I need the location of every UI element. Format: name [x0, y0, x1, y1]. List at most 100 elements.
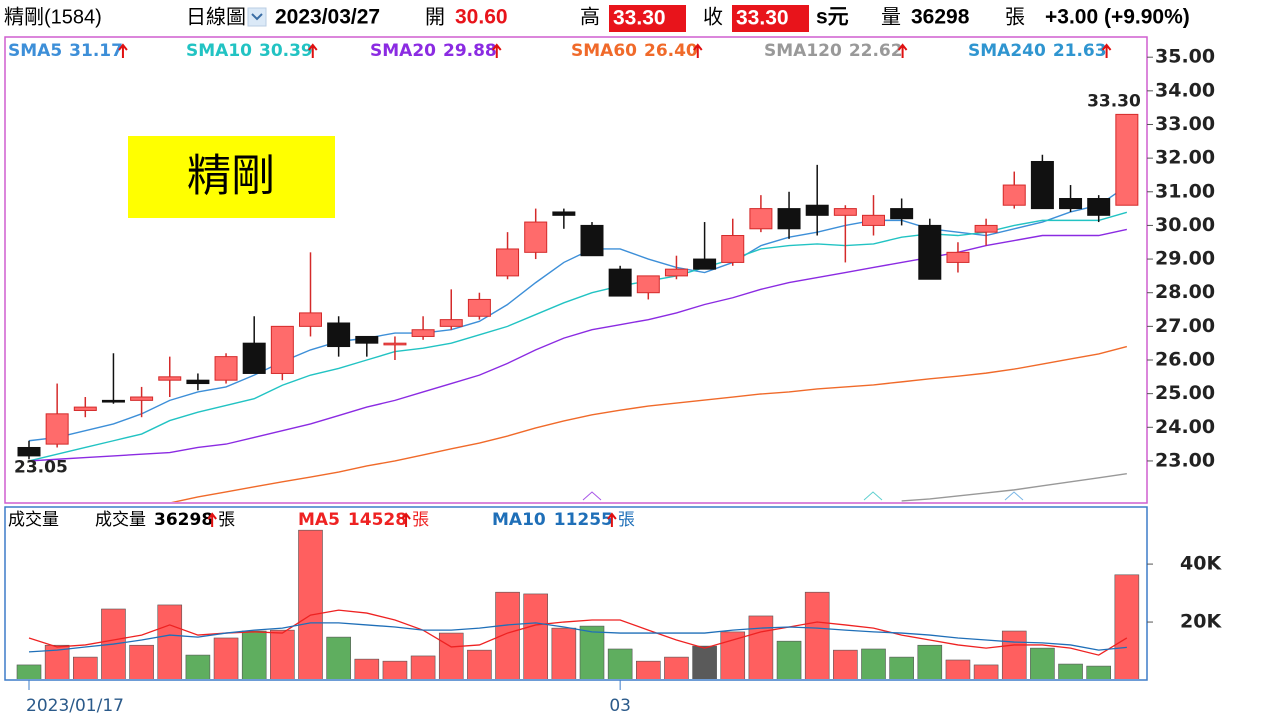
legend-value: 26.40 [644, 41, 698, 61]
volume-bar [607, 648, 633, 679]
legend-entry: SMA5 31.17 [8, 41, 123, 61]
candle-body [17, 446, 41, 457]
legend-name: MA5 [298, 510, 340, 530]
candle-body [1002, 184, 1026, 206]
candle-body [524, 221, 548, 253]
candle-body [1030, 160, 1054, 210]
candle-body [805, 204, 829, 216]
volume-bar [917, 644, 943, 679]
y-tick-label: 27.00 [1155, 315, 1215, 337]
volume-bar [720, 631, 746, 679]
y-tick-label: 34.00 [1155, 79, 1215, 101]
y-tick-label: 32.00 [1155, 147, 1215, 169]
candle-body [411, 329, 435, 337]
legend-entry: SMA120 22.62 [764, 41, 903, 61]
y-tick-label: 40K [1180, 553, 1222, 575]
volume-bar [410, 655, 436, 679]
volume-bar [664, 656, 689, 679]
candle-body [664, 268, 688, 277]
y-tick-label: 24.00 [1155, 416, 1215, 438]
ma-line [28, 185, 1128, 442]
volume-panel [4, 506, 1148, 681]
up-arrow [897, 43, 908, 58]
volume-bar [213, 637, 239, 679]
period[interactable]: 日線圖 [186, 5, 246, 28]
candle-body [73, 406, 97, 411]
candle-body [327, 322, 351, 348]
legend-unit: 張 [618, 510, 635, 530]
open-label: 開 [425, 6, 445, 28]
up-arrow [401, 512, 411, 527]
price-plot [17, 113, 1139, 502]
legend-name: SMA20 [370, 41, 436, 61]
low-label: 23.05 [14, 457, 68, 477]
volume-bar [1058, 663, 1083, 679]
y-tick-label: 23.00 [1155, 449, 1215, 471]
volume-bar [467, 649, 492, 679]
high-value: 33.30 [613, 7, 666, 30]
volume-bar [270, 629, 295, 679]
volume-bar [1030, 647, 1055, 679]
up-arrow [118, 43, 128, 58]
high-label: 33.30 [1087, 91, 1141, 111]
volume-title: 成交量 [8, 510, 59, 530]
up-arrow [207, 512, 217, 527]
candle-body [749, 208, 773, 230]
date: 2023/03/27 [275, 6, 380, 29]
y-tick-label: 31.00 [1155, 180, 1215, 202]
candle-body [299, 312, 322, 327]
up-arrow [491, 43, 502, 58]
overlay: 23.00 24.00 25.00 26.00 27.00 28.00 29.00 30.00… [8, 41, 1222, 716]
ma-line [171, 345, 1128, 502]
y-tick-label: 26.00 [1155, 349, 1215, 371]
volume-bar [551, 627, 577, 679]
legend-value: 21.63 [1053, 41, 1107, 61]
candle-body [467, 298, 491, 317]
volume-bar [833, 649, 858, 679]
legend-unit: 張 [218, 510, 235, 530]
volume-bar [326, 636, 351, 679]
dropdown-icon [251, 13, 263, 21]
high-box [609, 5, 686, 32]
legend-value: 30.39 [259, 41, 313, 61]
candle-body [890, 208, 914, 220]
candle-body [242, 342, 266, 374]
candle-body [383, 342, 407, 346]
legend-name: SMA240 [968, 41, 1046, 61]
volume-bar [889, 656, 914, 679]
y-tick-label: 25.00 [1155, 382, 1215, 404]
candle-body [946, 251, 970, 263]
high-label: 高 [580, 5, 600, 28]
ma-line [28, 622, 1127, 653]
change: +3.00 (+9.90%) [1045, 6, 1190, 29]
ma-line [901, 473, 1127, 502]
candle-body [721, 235, 745, 263]
volume-bar [1001, 630, 1027, 679]
volume-bar [523, 593, 549, 679]
marker [863, 491, 883, 501]
volume-bar [185, 654, 211, 679]
dropdown-button[interactable] [247, 7, 267, 27]
volume-bar [861, 648, 886, 679]
legend-entry: SMA10 30.39 [186, 41, 313, 61]
candle-body [439, 319, 463, 327]
volume-bar [635, 660, 661, 679]
volume-bar [804, 591, 830, 679]
candle-body [45, 413, 69, 445]
y-tick-label: 28.00 [1155, 281, 1215, 303]
currency: s元 [816, 6, 849, 29]
ma-line [28, 228, 1127, 462]
close-box [732, 5, 809, 32]
candle-body [693, 258, 717, 270]
stock-label-box [128, 136, 335, 218]
y-tick-label: 20K [1180, 611, 1222, 633]
y-tick-label: 30.00 [1155, 214, 1215, 236]
ma-line [28, 211, 1128, 462]
close-value: 33.30 [736, 7, 789, 30]
volume-bar [579, 625, 605, 679]
legend-entry: SMA240 21.63 [968, 41, 1107, 61]
volume-bar [157, 604, 183, 679]
volume-bar [748, 615, 774, 679]
